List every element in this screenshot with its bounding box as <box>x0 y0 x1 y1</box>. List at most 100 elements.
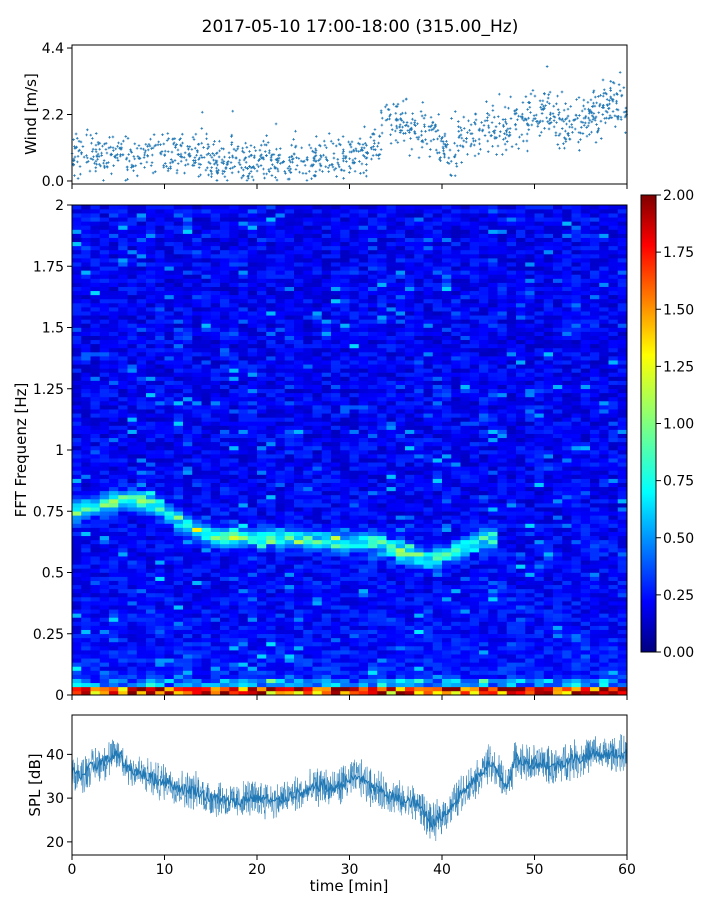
wind-point <box>492 130 495 133</box>
heatmap-cell <box>266 690 276 696</box>
heatmap-cell <box>284 241 295 247</box>
heatmap-cell <box>99 515 110 520</box>
wind-point <box>182 156 186 159</box>
heatmap-cell <box>257 605 267 610</box>
heatmap-cell <box>349 401 360 406</box>
heatmap-cell <box>90 405 101 410</box>
wind-point <box>528 101 531 104</box>
heatmap-cell <box>349 494 360 500</box>
heatmap-cell <box>266 396 276 402</box>
heatmap-cell <box>173 368 184 373</box>
heatmap-cell <box>247 543 258 549</box>
heatmap-cell <box>109 450 119 455</box>
heatmap-cell <box>257 266 267 271</box>
heatmap-cell <box>331 388 341 394</box>
heatmap-cell <box>109 588 119 594</box>
heatmap-cell <box>164 327 175 332</box>
wind-point <box>598 104 601 108</box>
heatmap-cell <box>340 205 350 210</box>
heatmap-cell <box>303 294 313 300</box>
heatmap-cell <box>81 478 91 483</box>
wind-point <box>421 101 425 104</box>
wind-point <box>455 165 459 168</box>
heatmap-cell <box>192 396 202 402</box>
heatmap-cell <box>201 364 212 369</box>
heatmap-cell <box>118 433 128 439</box>
heatmap-cell <box>321 572 332 577</box>
heatmap-cell <box>90 245 101 251</box>
heatmap-cell <box>118 499 128 504</box>
heatmap-cell <box>349 335 360 341</box>
wind-point <box>526 123 529 127</box>
heatmap-cell <box>275 347 286 353</box>
heatmap-cell <box>109 507 119 512</box>
heatmap-cell <box>155 674 165 679</box>
heatmap-cell <box>331 637 341 643</box>
heatmap-cell <box>321 515 332 520</box>
heatmap-cell <box>358 548 369 553</box>
heatmap-cell <box>229 282 239 287</box>
heatmap-cell <box>210 433 221 439</box>
heatmap-cell <box>109 445 119 451</box>
heatmap-cell <box>99 490 110 496</box>
heatmap-cell <box>81 298 91 304</box>
heatmap-cell <box>220 478 230 483</box>
wind-point <box>290 143 293 147</box>
heatmap-cell <box>266 494 276 500</box>
heatmap-cell <box>321 486 332 492</box>
wind-point <box>276 169 280 173</box>
wind-point <box>616 108 620 112</box>
heatmap-cell <box>136 417 147 422</box>
wind-point <box>591 105 594 108</box>
heatmap-cell <box>183 298 193 304</box>
heatmap-cell <box>331 270 341 275</box>
heatmap-cell <box>173 274 184 279</box>
heatmap-cell <box>81 339 91 345</box>
heatmap-cell <box>266 286 276 292</box>
heatmap-cell <box>220 519 230 524</box>
heatmap-cell <box>303 650 313 655</box>
wind-point <box>144 149 147 153</box>
heatmap-cell <box>127 564 138 569</box>
wind-point <box>242 158 246 162</box>
heatmap-cell <box>257 462 267 467</box>
heatmap-cell <box>229 654 239 659</box>
heatmap-cell <box>81 335 91 341</box>
heatmap-cell <box>358 674 369 679</box>
heatmap-cell <box>238 450 249 455</box>
heatmap-cell <box>238 609 249 614</box>
heatmap-cell <box>303 396 313 402</box>
heatmap-cell <box>358 470 369 475</box>
heatmap-cell <box>349 499 360 504</box>
heatmap-cell <box>81 621 91 626</box>
heatmap-cell <box>192 552 202 557</box>
heatmap-cell <box>192 633 202 639</box>
heatmap-cell <box>192 245 202 251</box>
heatmap-cell <box>72 539 82 545</box>
heatmap-cell <box>183 576 193 581</box>
heatmap-cell <box>173 482 184 488</box>
heatmap-cell <box>312 490 323 496</box>
heatmap-cell <box>331 445 341 451</box>
wind-point <box>560 90 564 94</box>
heatmap-cell <box>109 543 119 549</box>
wind-point <box>183 171 186 175</box>
wind-point <box>430 128 434 132</box>
wind-point <box>190 148 194 151</box>
heatmap-cell <box>266 519 276 524</box>
heatmap-cell <box>321 592 332 598</box>
heatmap-cell <box>201 650 212 655</box>
heatmap-cell <box>229 535 239 541</box>
heatmap-cell <box>303 678 313 684</box>
wind-point <box>322 153 325 157</box>
heatmap-cell <box>303 450 313 455</box>
heatmap-cell <box>266 274 276 279</box>
heatmap-cell <box>238 466 249 471</box>
wind-point <box>200 110 204 114</box>
heatmap-cell <box>136 519 147 524</box>
wind-point <box>128 159 131 163</box>
heatmap-cell <box>183 548 193 553</box>
heatmap-cell <box>331 384 341 390</box>
heatmap-cell <box>127 609 138 614</box>
heatmap-cell <box>90 597 101 602</box>
